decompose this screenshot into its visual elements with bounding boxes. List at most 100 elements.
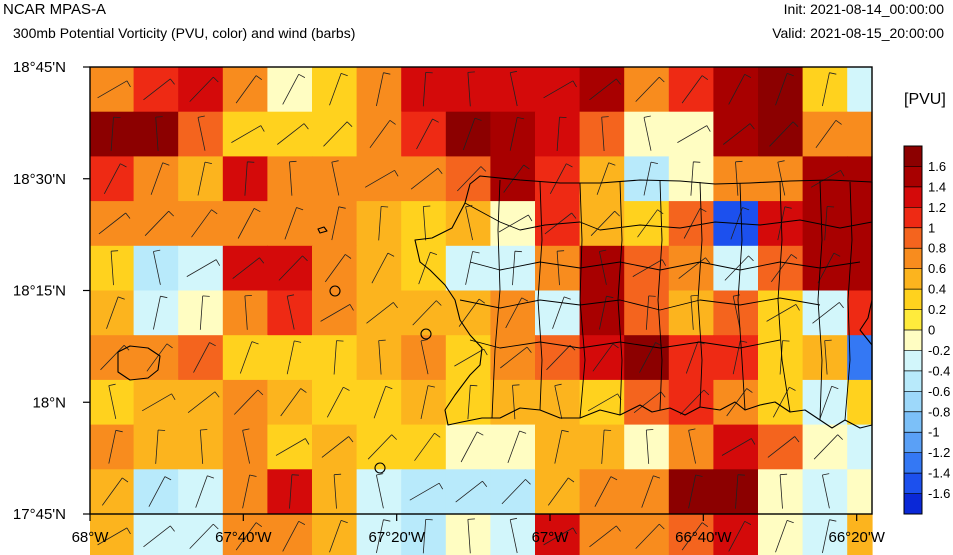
pv-cell bbox=[802, 245, 848, 292]
wind-barb bbox=[643, 115, 652, 151]
wind-barb bbox=[726, 388, 753, 417]
wind-barb bbox=[320, 304, 354, 322]
field-title: 300mb Potential Vorticity (PVU, color) a… bbox=[13, 25, 356, 41]
pv-cell bbox=[133, 111, 179, 157]
wind-barb bbox=[422, 519, 433, 554]
wind-barb bbox=[505, 297, 529, 329]
wind-barb bbox=[589, 525, 621, 548]
x-tick-label: 66°40'W bbox=[675, 529, 732, 546]
colorbar: -1.6 -1.4 -1.2 -1 -0.8 -0.6 -0.4 -0.2 0 0.2 0.4 0.6… bbox=[903, 145, 950, 515]
pv-cell bbox=[802, 469, 848, 515]
wind-barb bbox=[277, 123, 309, 145]
pv-cell bbox=[133, 514, 179, 555]
wind-barb bbox=[141, 393, 176, 412]
wind-barb bbox=[422, 205, 431, 241]
wind-barb bbox=[766, 304, 800, 322]
wind-barb bbox=[769, 121, 799, 147]
colorbar-swatch bbox=[904, 473, 922, 494]
wind-barb bbox=[98, 212, 131, 235]
wind-barb bbox=[454, 348, 488, 367]
wind-barb bbox=[681, 522, 709, 551]
wind-barb bbox=[458, 298, 486, 327]
wind-barb bbox=[599, 249, 607, 285]
colorbar-tick-label: -0.6 bbox=[928, 384, 950, 399]
wind-barb bbox=[378, 339, 386, 375]
wind-barb bbox=[735, 160, 743, 196]
islet-circle bbox=[329, 285, 341, 297]
wind-barb bbox=[143, 525, 175, 548]
pv-cell bbox=[758, 469, 804, 515]
wind-barb bbox=[677, 125, 711, 143]
pv-cell bbox=[713, 67, 759, 113]
pv-cell bbox=[178, 469, 224, 515]
wind-barb bbox=[329, 73, 348, 106]
pv-cell bbox=[267, 469, 313, 515]
wind-barb bbox=[465, 205, 473, 241]
wind-barb bbox=[101, 477, 129, 506]
wind-barb bbox=[333, 473, 342, 509]
wind-barb bbox=[376, 473, 384, 509]
pv-cell bbox=[579, 469, 625, 515]
pv-cell bbox=[624, 335, 670, 381]
wind-barb bbox=[819, 385, 839, 419]
wind-barb bbox=[235, 522, 263, 551]
pv-cell bbox=[624, 290, 670, 336]
wind-barb bbox=[501, 479, 531, 505]
colorbar-swatch bbox=[904, 268, 922, 290]
wind-barb bbox=[467, 384, 478, 420]
wind-barb bbox=[589, 78, 621, 101]
wind-barb bbox=[643, 161, 658, 196]
islet-circle bbox=[374, 462, 386, 474]
pv-cell bbox=[490, 67, 536, 113]
wind-barb bbox=[779, 473, 788, 509]
pv-cell bbox=[445, 424, 491, 470]
wind-barb bbox=[509, 517, 518, 554]
wind-barb bbox=[815, 119, 842, 149]
wind-barb bbox=[822, 72, 837, 107]
colorbar-tick-label: -1.2 bbox=[928, 445, 950, 460]
wind-barb bbox=[460, 431, 484, 463]
pv-cell bbox=[401, 67, 447, 113]
wind-barb bbox=[556, 250, 565, 286]
wind-barb bbox=[509, 117, 525, 151]
pv-cell bbox=[356, 201, 402, 247]
colorbar-swatch bbox=[904, 207, 922, 229]
wind-barb bbox=[590, 210, 620, 236]
wind-barb bbox=[186, 259, 221, 277]
pv-cell bbox=[802, 379, 848, 426]
colorbar-tick-label: 1.4 bbox=[928, 179, 946, 194]
wind-barb bbox=[549, 163, 573, 194]
pv-cell bbox=[668, 514, 714, 555]
wind-barb bbox=[237, 208, 261, 239]
pv-cell bbox=[356, 245, 402, 292]
wind-barb bbox=[592, 343, 619, 372]
pv-cell bbox=[579, 514, 625, 555]
pv-cell bbox=[222, 156, 268, 202]
y-tick-label: 18°45'N bbox=[13, 59, 66, 76]
wind-barb bbox=[645, 295, 656, 330]
wind-barb bbox=[110, 116, 121, 152]
pv-cell bbox=[222, 335, 268, 381]
wind-barb bbox=[775, 73, 794, 106]
colorbar-swatch bbox=[904, 370, 922, 392]
wind-barb bbox=[601, 429, 612, 464]
pv-cell bbox=[758, 514, 804, 555]
colorbar-units-label: [PVU] bbox=[904, 91, 946, 108]
wind-barb bbox=[199, 295, 210, 330]
wind-barb bbox=[822, 519, 837, 554]
wind-barb bbox=[103, 163, 127, 194]
colorbar-tick-label: 0.8 bbox=[928, 241, 946, 256]
wind-barb bbox=[275, 438, 310, 456]
pv-cell bbox=[312, 379, 358, 426]
pv-cell bbox=[222, 424, 268, 470]
colorbar-swatch bbox=[904, 289, 922, 310]
wind-barb bbox=[231, 125, 265, 143]
wind-barb bbox=[690, 161, 701, 196]
colorbar-tick-label: -1.6 bbox=[928, 486, 950, 501]
pv-cell bbox=[133, 245, 179, 292]
wind-barb bbox=[547, 477, 575, 506]
wind-barb bbox=[632, 259, 667, 277]
colorbar-swatch bbox=[904, 391, 922, 413]
pv-cell bbox=[535, 156, 581, 202]
pv-cell bbox=[356, 469, 402, 515]
